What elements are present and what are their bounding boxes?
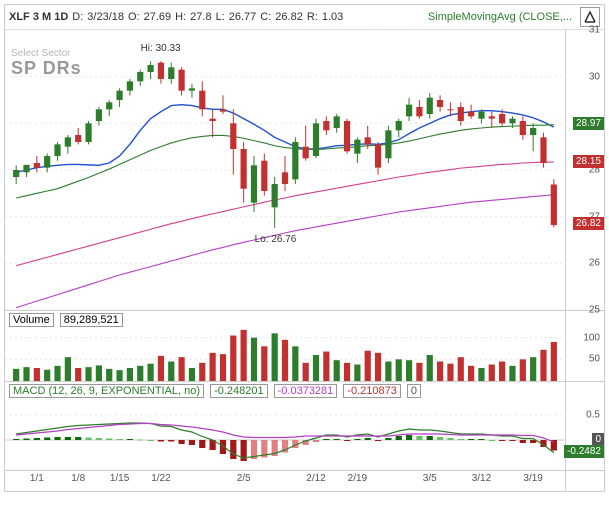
macd-tag: -0.2482 [564, 445, 604, 458]
low-prefix: L: [216, 11, 225, 23]
macd-panel[interactable]: MACD (12, 26, 9, EXPONENTIAL, no) -0.248… [5, 381, 604, 470]
open-value: 27.69 [144, 11, 172, 23]
x-axis: 1/1 1/8 1/15 1/22 2/5 2/12 2/19 3/5 3/12 3/19 [5, 470, 604, 491]
chart-container: XLF 3 M 1D D: 3/23/18 O: 27.69 H: 27.8 L… [4, 4, 605, 492]
x-tick: 2/12 [306, 473, 325, 484]
volume-tick: 100 [583, 332, 600, 343]
macd-value: -0.248201 [210, 384, 268, 398]
price-tag: 26.82 [573, 217, 604, 230]
range-value: 1.03 [322, 11, 343, 23]
range-prefix: R: [307, 11, 318, 23]
volume-tick: 50 [589, 354, 600, 365]
high-value: 27.8 [190, 11, 211, 23]
close-value: 26.82 [275, 11, 303, 23]
macd-tick: 0.5 [586, 410, 600, 421]
price-tick: 30 [589, 71, 600, 82]
x-tick: 1/1 [30, 473, 44, 484]
lo-annotation: Lo: 26.76 [255, 234, 297, 245]
volume-panel[interactable]: Volume 89,289,521 50 100 [5, 310, 604, 381]
indicator-summary[interactable]: SimpleMovingAvg (CLOSE,... [428, 11, 572, 23]
x-tick: 1/15 [110, 473, 129, 484]
macd-value: 0 [407, 384, 421, 398]
open-prefix: O: [128, 11, 140, 23]
macd-label: MACD (12, 26, 9, EXPONENTIAL, no) [9, 384, 204, 398]
macd-tag: 0 [592, 433, 604, 446]
macd-value: -0.0373281 [274, 384, 338, 398]
volume-label: Volume [9, 313, 54, 327]
price-tick: 26 [589, 258, 600, 269]
price-panel[interactable]: Select Sector SP DRs Hi: 30.33Lo: 26.76 … [5, 30, 604, 310]
x-tick: 3/19 [523, 473, 542, 484]
close-prefix: C: [260, 11, 271, 23]
date-prefix: D: [72, 11, 83, 23]
price-tag: 28.97 [573, 117, 604, 130]
price-tick: 31 [589, 25, 600, 36]
x-tick: 2/19 [348, 473, 367, 484]
x-tick: 3/12 [472, 473, 491, 484]
date-value: 3/23/18 [87, 11, 124, 23]
low-value: 26.77 [229, 11, 257, 23]
hi-annotation: Hi: 30.33 [141, 43, 181, 54]
macd-value: -0.210873 [343, 384, 401, 398]
symbol-label[interactable]: XLF 3 M 1D [9, 11, 68, 23]
price-tag: 28.15 [573, 155, 604, 168]
x-tick: 2/5 [237, 473, 251, 484]
volume-value: 89,289,521 [60, 313, 123, 327]
x-tick: 3/5 [423, 473, 437, 484]
x-tick: 1/8 [71, 473, 85, 484]
high-prefix: H: [175, 11, 186, 23]
chart-header: XLF 3 M 1D D: 3/23/18 O: 27.69 H: 27.8 L… [5, 5, 604, 30]
x-tick: 1/22 [151, 473, 170, 484]
